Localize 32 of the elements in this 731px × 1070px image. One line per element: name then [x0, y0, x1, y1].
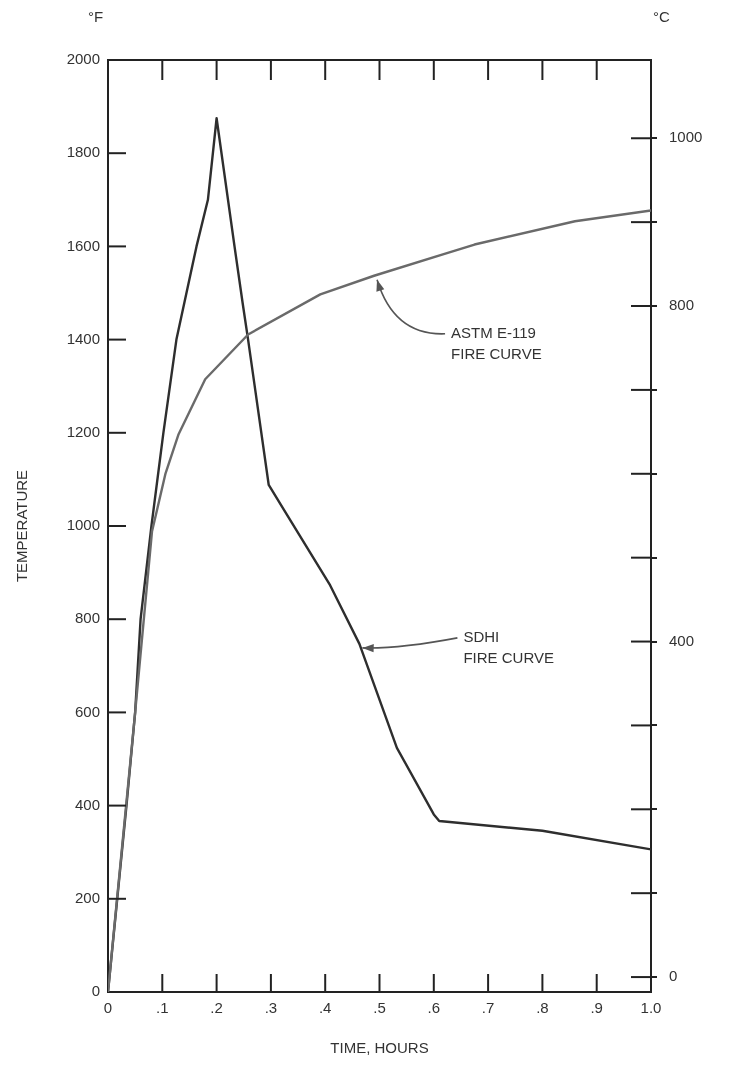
y-tick-label: 1600 — [66, 236, 100, 254]
x-tick-label: .1 — [156, 999, 169, 1017]
y2-axis-title: °C — [653, 8, 670, 26]
y2-tick-label: 1000 — [669, 128, 703, 146]
y-tick-label: 1800 — [66, 143, 100, 161]
y2-tick-label: 0 — [669, 967, 678, 985]
annotation: ASTM E-119 FIRE CURVE — [451, 323, 542, 362]
y-tick-label: 200 — [74, 888, 100, 906]
y-tick-label: 1000 — [66, 516, 100, 534]
y-tick-label: 1200 — [66, 422, 100, 440]
y-tick-label: 600 — [74, 702, 100, 720]
x-axis-title: TIME, HOURS — [330, 1039, 429, 1057]
y2-tick-label: 800 — [669, 296, 695, 314]
x-tick-label: .6 — [427, 999, 441, 1017]
text: °F — [88, 8, 104, 26]
x-tick-label: .4 — [318, 999, 332, 1017]
x-tick-label: 0 — [103, 999, 113, 1017]
y-axis-title: TEMPERATURE — [13, 469, 31, 583]
y-tick-label: 0 — [91, 982, 100, 1000]
x-tick-label: .5 — [373, 999, 386, 1017]
annotation: SDHI FIRE CURVE — [463, 628, 554, 667]
x-tick-label: .3 — [264, 999, 278, 1017]
y-tick-label: 1400 — [66, 329, 100, 347]
x-tick-label: .8 — [536, 999, 549, 1017]
y2-tick-label: 400 — [669, 631, 695, 649]
x-tick-label: 1.0 — [640, 999, 662, 1017]
x-tick-label: .7 — [481, 999, 495, 1017]
x-tick-label: .9 — [590, 999, 603, 1017]
y-tick-label: 800 — [74, 609, 100, 627]
y-tick-label: 400 — [74, 795, 100, 813]
x-tick-label: .2 — [210, 999, 223, 1017]
y-tick-label: 2000 — [66, 50, 100, 68]
